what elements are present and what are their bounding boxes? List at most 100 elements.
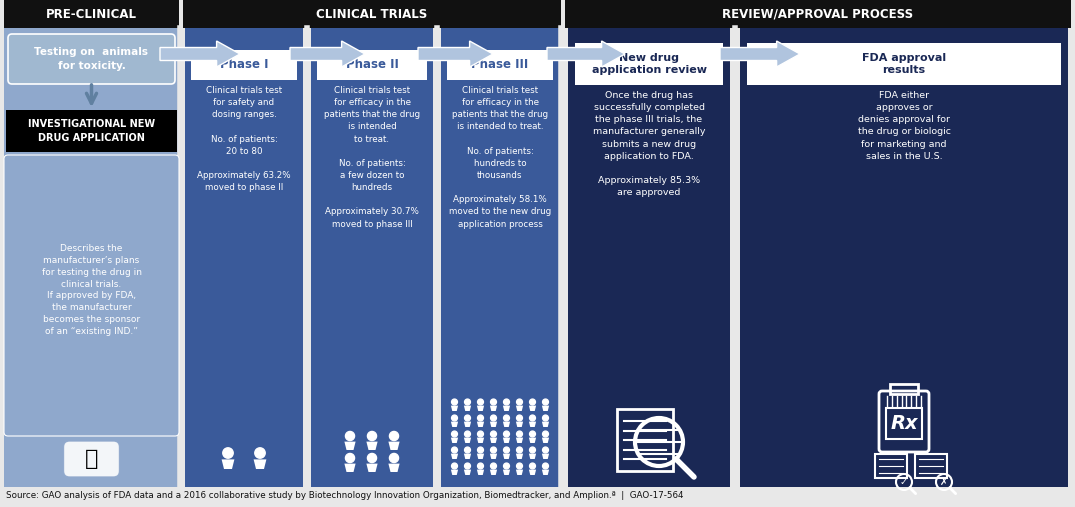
Polygon shape: [503, 406, 511, 411]
Polygon shape: [490, 454, 497, 459]
Text: PRE-CLINICAL: PRE-CLINICAL: [46, 8, 137, 20]
Polygon shape: [160, 41, 240, 67]
Circle shape: [543, 447, 548, 453]
Polygon shape: [529, 454, 536, 459]
Bar: [6, 110, 177, 152]
Circle shape: [464, 463, 471, 469]
Text: Clinical trials test
for safety and
dosing ranges.

No. of patients:
20 to 80

A: Clinical trials test for safety and dosi…: [197, 86, 291, 192]
Circle shape: [452, 431, 458, 437]
Circle shape: [503, 415, 510, 421]
Circle shape: [368, 453, 376, 462]
FancyBboxPatch shape: [447, 50, 553, 80]
Circle shape: [477, 399, 484, 405]
Circle shape: [503, 463, 510, 469]
Bar: [185, 28, 303, 487]
Circle shape: [490, 447, 497, 453]
Circle shape: [477, 463, 484, 469]
Circle shape: [530, 463, 535, 469]
Circle shape: [503, 447, 510, 453]
Polygon shape: [450, 469, 458, 475]
Circle shape: [503, 431, 510, 437]
Polygon shape: [450, 454, 458, 459]
Circle shape: [255, 448, 266, 458]
Polygon shape: [720, 41, 800, 67]
Text: FDA approval
results: FDA approval results: [862, 53, 946, 75]
FancyBboxPatch shape: [63, 441, 119, 477]
FancyBboxPatch shape: [191, 50, 297, 80]
Polygon shape: [516, 406, 524, 411]
Polygon shape: [503, 438, 511, 443]
Circle shape: [503, 399, 510, 405]
Circle shape: [389, 453, 399, 462]
Circle shape: [452, 463, 458, 469]
Polygon shape: [418, 41, 493, 67]
Text: ✓: ✓: [900, 477, 908, 487]
Polygon shape: [464, 406, 471, 411]
Circle shape: [464, 447, 471, 453]
Circle shape: [543, 463, 548, 469]
Bar: [568, 28, 730, 487]
Text: Testing on  animals
for toxicity.: Testing on animals for toxicity.: [34, 47, 148, 70]
Bar: [183, 0, 561, 28]
Circle shape: [477, 431, 484, 437]
Circle shape: [368, 431, 376, 441]
Polygon shape: [516, 422, 524, 427]
Polygon shape: [542, 454, 549, 459]
Text: Clinical trials test
for efficacy in the
patients that the drug
is intended
to t: Clinical trials test for efficacy in the…: [324, 86, 420, 229]
Polygon shape: [344, 463, 356, 472]
Text: FDA either
approves or
denies approval for
the drug or biologic
for marketing an: FDA either approves or denies approval f…: [858, 91, 950, 161]
Circle shape: [530, 415, 535, 421]
Polygon shape: [477, 422, 484, 427]
Polygon shape: [547, 41, 625, 67]
Circle shape: [543, 415, 548, 421]
Bar: [4, 0, 180, 28]
Circle shape: [517, 431, 522, 437]
Text: New drug
application review: New drug application review: [591, 53, 706, 75]
Circle shape: [477, 447, 484, 453]
Polygon shape: [529, 438, 536, 443]
Polygon shape: [344, 442, 356, 450]
Circle shape: [345, 431, 355, 441]
Text: Clinical trials test
for efficacy in the
patients that the drug
is intended to t: Clinical trials test for efficacy in the…: [449, 86, 551, 229]
Polygon shape: [464, 422, 471, 427]
Bar: [565, 0, 1071, 28]
Polygon shape: [388, 463, 400, 472]
FancyBboxPatch shape: [747, 43, 1061, 85]
Polygon shape: [516, 438, 524, 443]
Polygon shape: [503, 454, 511, 459]
Circle shape: [530, 447, 535, 453]
Bar: [886, 408, 922, 439]
Polygon shape: [503, 469, 511, 475]
Circle shape: [345, 453, 355, 462]
Circle shape: [517, 415, 522, 421]
Polygon shape: [367, 463, 377, 472]
Polygon shape: [529, 422, 536, 427]
Text: CLINICAL TRIALS: CLINICAL TRIALS: [316, 8, 428, 20]
Text: REVIEW/APPROVAL PROCESS: REVIEW/APPROVAL PROCESS: [722, 8, 914, 20]
Polygon shape: [503, 422, 511, 427]
Circle shape: [464, 415, 471, 421]
Text: Phase II: Phase II: [345, 58, 399, 71]
Circle shape: [490, 399, 497, 405]
Text: Source: GAO analysis of FDA data and a 2016 collaborative study by Biotechnology: Source: GAO analysis of FDA data and a 2…: [6, 491, 684, 500]
Circle shape: [452, 399, 458, 405]
Polygon shape: [477, 454, 484, 459]
Polygon shape: [477, 406, 484, 411]
Circle shape: [530, 399, 535, 405]
Circle shape: [517, 399, 522, 405]
Polygon shape: [542, 438, 549, 443]
Polygon shape: [464, 438, 471, 443]
Polygon shape: [516, 469, 524, 475]
Polygon shape: [542, 406, 549, 411]
Text: 💊: 💊: [85, 449, 98, 469]
Polygon shape: [464, 469, 471, 475]
Polygon shape: [542, 422, 549, 427]
Polygon shape: [221, 459, 234, 469]
Polygon shape: [490, 422, 497, 427]
Circle shape: [490, 431, 497, 437]
Bar: [890, 384, 918, 394]
Polygon shape: [388, 442, 400, 450]
Polygon shape: [542, 469, 549, 475]
Polygon shape: [490, 438, 497, 443]
Text: Describes the
manufacturer’s plans
for testing the drug in
clinical trials.
If a: Describes the manufacturer’s plans for t…: [42, 244, 142, 336]
